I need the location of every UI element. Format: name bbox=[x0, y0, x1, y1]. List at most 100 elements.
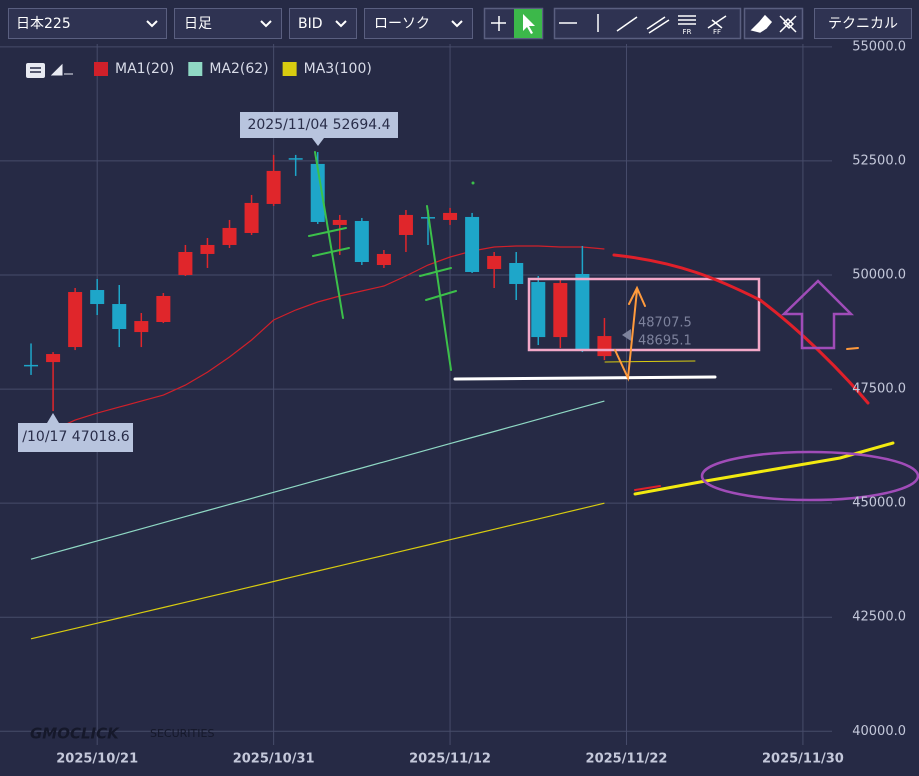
callout-pointer bbox=[47, 413, 59, 423]
high-callout: 2025/11/04 52694.4 bbox=[240, 112, 398, 146]
low-callout: /10/17 47018.6 bbox=[18, 413, 133, 452]
toolbar: 日本225 日足 BID ローソク bbox=[0, 0, 919, 44]
timeframe: 日足 bbox=[184, 16, 212, 32]
drawings bbox=[308, 151, 919, 502]
trend-line bbox=[419, 205, 457, 371]
candle-body bbox=[553, 283, 568, 338]
chevron bbox=[335, 20, 347, 28]
candle-body bbox=[575, 273, 590, 350]
symbol-select[interactable]: 日本225 bbox=[8, 8, 167, 39]
select-box[interactable] bbox=[8, 8, 167, 39]
select-box[interactable] bbox=[289, 8, 357, 39]
forecast-line bbox=[612, 253, 870, 405]
up-arrow bbox=[780, 279, 855, 350]
pointer-icon bbox=[523, 14, 535, 34]
tool-group: FR FF bbox=[483, 7, 804, 40]
clear-tool[interactable] bbox=[779, 15, 797, 33]
forecast-line bbox=[633, 441, 895, 496]
forecast-line bbox=[634, 485, 661, 491]
y-tick-label: 45000.0 bbox=[852, 496, 906, 511]
candle-body bbox=[200, 244, 215, 254]
ma-line bbox=[30, 400, 605, 560]
candle-body bbox=[443, 212, 458, 220]
legend-swatch bbox=[282, 62, 297, 76]
low-label: /10/17 47018.6 bbox=[22, 429, 129, 445]
candle-body bbox=[24, 364, 39, 367]
candle-body bbox=[46, 354, 61, 363]
last-price-pointer bbox=[622, 329, 631, 341]
candle-body bbox=[156, 295, 171, 322]
candle-body bbox=[178, 252, 193, 275]
y-tick-label: 50000.0 bbox=[852, 268, 906, 283]
y-tick-label: 42500.0 bbox=[852, 610, 906, 625]
callout-box bbox=[240, 112, 398, 138]
eraser-tool[interactable] bbox=[750, 14, 773, 33]
y-tick-label: 52500.0 bbox=[852, 153, 906, 168]
chart-style-select[interactable]: ローソク bbox=[364, 8, 473, 39]
candle-body bbox=[288, 158, 303, 160]
candle-body bbox=[90, 290, 105, 305]
symbol: 日本225 bbox=[16, 16, 71, 32]
legend-icon bbox=[26, 63, 45, 78]
chevron bbox=[260, 20, 272, 28]
legend-label: MA1(20) bbox=[115, 61, 174, 77]
last-price-label: 48707.5 bbox=[638, 316, 692, 331]
watermark-suffix: SECURITIES bbox=[150, 727, 214, 740]
legend-label: MA2(62) bbox=[209, 61, 268, 77]
dot bbox=[471, 181, 475, 185]
callout-box bbox=[18, 423, 133, 452]
grid-layer bbox=[0, 40, 832, 745]
y-tick-label: 40000.0 bbox=[852, 724, 906, 739]
button-box[interactable] bbox=[814, 8, 912, 39]
support-line bbox=[453, 375, 717, 381]
crosshair-tool[interactable] bbox=[491, 16, 506, 31]
candle-body bbox=[332, 219, 347, 225]
channel-tool[interactable] bbox=[646, 16, 670, 34]
legend-label: MA3(100) bbox=[304, 61, 372, 77]
candle-body bbox=[465, 216, 480, 272]
ma-line bbox=[30, 245, 605, 441]
candle-body bbox=[354, 220, 369, 262]
indicator-label: テクニカル bbox=[828, 16, 898, 32]
candle-body bbox=[310, 163, 325, 222]
ellipse bbox=[700, 450, 919, 502]
range-box bbox=[527, 277, 761, 352]
high-label: 2025/11/04 52694.4 bbox=[247, 117, 390, 133]
mark bbox=[846, 347, 859, 350]
candle-body bbox=[398, 214, 413, 235]
tool-caption: FR bbox=[683, 28, 692, 36]
trend-line bbox=[308, 151, 350, 319]
indicator-button[interactable]: テクニカル bbox=[814, 8, 912, 39]
tool-caption: FF bbox=[713, 28, 721, 36]
candle-body bbox=[112, 304, 127, 330]
x-tick-label: 2025/11/22 bbox=[586, 752, 668, 767]
candle-body bbox=[531, 282, 546, 338]
chevron bbox=[146, 20, 158, 28]
candle-body bbox=[509, 262, 524, 284]
x-tick-label: 2025/10/21 bbox=[56, 752, 138, 767]
trendline-tool[interactable] bbox=[616, 16, 638, 32]
legend-icon-lines bbox=[30, 67, 41, 73]
fibo-fan-tool[interactable] bbox=[707, 15, 727, 29]
candle-body bbox=[222, 227, 237, 245]
candle-body bbox=[376, 253, 391, 266]
ma-layer bbox=[30, 245, 605, 640]
candle-body bbox=[487, 255, 502, 269]
last-price-label: 48695.1 bbox=[638, 334, 692, 349]
x-tick-label: 2025/10/31 bbox=[233, 752, 315, 767]
x-tick-label: 2025/11/30 bbox=[762, 752, 844, 767]
watermark-brand: GMOCLICK bbox=[30, 725, 120, 743]
callout-pointer bbox=[312, 138, 324, 146]
chevron bbox=[451, 20, 463, 28]
timeframe-select[interactable]: 日足 bbox=[174, 8, 282, 39]
collapse-icon[interactable] bbox=[50, 63, 73, 76]
candle-body bbox=[266, 170, 281, 204]
fibo-retrace-tool[interactable] bbox=[678, 15, 696, 25]
y-tick-label: 55000.0 bbox=[852, 39, 906, 54]
candle-body bbox=[68, 292, 83, 348]
y-tick-label: 47500.0 bbox=[852, 382, 906, 397]
candle-body bbox=[244, 202, 259, 233]
price-type-select[interactable]: BID bbox=[289, 8, 357, 39]
